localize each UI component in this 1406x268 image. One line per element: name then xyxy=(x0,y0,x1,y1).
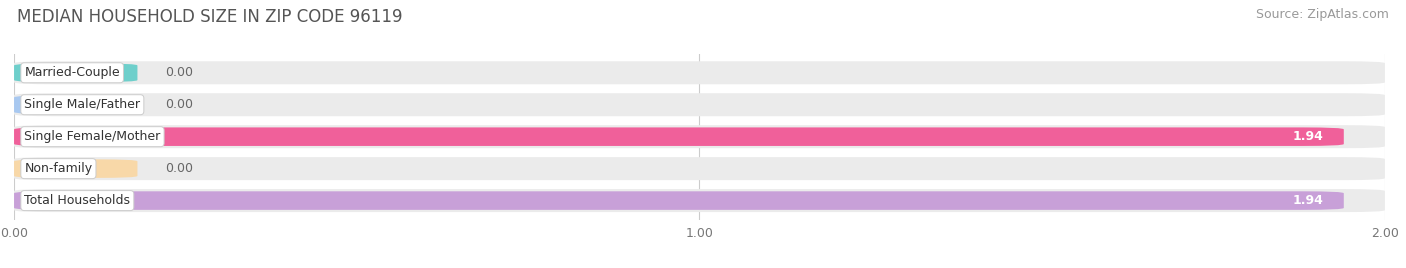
FancyBboxPatch shape xyxy=(14,157,1385,180)
Text: 0.00: 0.00 xyxy=(165,66,193,79)
Text: 0.00: 0.00 xyxy=(165,162,193,175)
Text: 0.00: 0.00 xyxy=(165,98,193,111)
FancyBboxPatch shape xyxy=(14,125,1385,148)
FancyBboxPatch shape xyxy=(14,95,138,114)
FancyBboxPatch shape xyxy=(14,159,138,178)
Text: Single Male/Father: Single Male/Father xyxy=(24,98,141,111)
FancyBboxPatch shape xyxy=(14,61,1385,84)
FancyBboxPatch shape xyxy=(14,93,1385,116)
FancyBboxPatch shape xyxy=(14,189,1385,212)
Text: 1.94: 1.94 xyxy=(1292,194,1323,207)
Text: Non-family: Non-family xyxy=(24,162,93,175)
FancyBboxPatch shape xyxy=(14,191,1344,210)
FancyBboxPatch shape xyxy=(14,64,138,82)
FancyBboxPatch shape xyxy=(14,127,1344,146)
Text: 1.94: 1.94 xyxy=(1292,130,1323,143)
Text: Married-Couple: Married-Couple xyxy=(24,66,120,79)
Text: Total Households: Total Households xyxy=(24,194,131,207)
Text: MEDIAN HOUSEHOLD SIZE IN ZIP CODE 96119: MEDIAN HOUSEHOLD SIZE IN ZIP CODE 96119 xyxy=(17,8,402,26)
Text: Source: ZipAtlas.com: Source: ZipAtlas.com xyxy=(1256,8,1389,21)
Text: Single Female/Mother: Single Female/Mother xyxy=(24,130,160,143)
